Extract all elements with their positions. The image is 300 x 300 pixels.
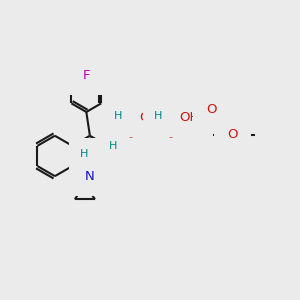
Text: H: H — [114, 111, 122, 121]
Text: H: H — [154, 111, 163, 121]
Text: OH: OH — [179, 111, 200, 124]
Text: N: N — [85, 170, 95, 183]
Text: F: F — [82, 69, 90, 82]
Text: OH: OH — [139, 111, 159, 124]
Text: O: O — [227, 128, 238, 141]
Text: H: H — [80, 149, 88, 159]
Text: O: O — [206, 103, 217, 116]
Text: H: H — [109, 141, 118, 152]
